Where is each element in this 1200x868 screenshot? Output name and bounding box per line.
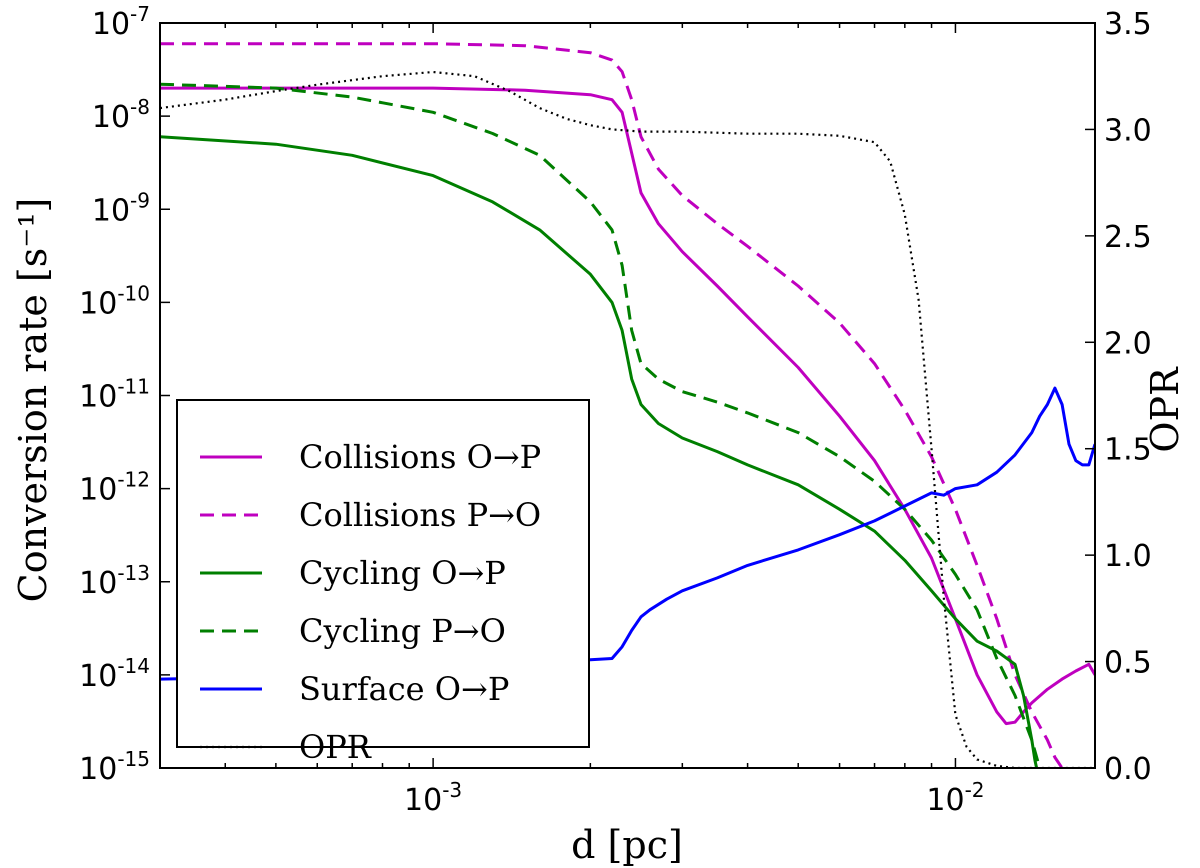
y2-tick-label: 3.0 [1104,113,1152,148]
y-axis-left: 10-7 10-8 10-9 10-10 10-11 10-12 10-13 10-14 10-… [79,2,170,787]
legend: Collisions O→P Collisions P→O Cycling O→P C… [176,399,590,766]
y2-tick-label: 1.5 [1104,433,1152,468]
y2-tick-label: 0.0 [1104,752,1152,787]
y-tick-label: 10-14 [79,654,150,694]
y-tick-label: 10-9 [92,188,150,228]
x-axis: 10-3 10-2 [159,23,985,818]
legend-label-0: Collisions O→P [299,438,541,476]
legend-label-2: Cycling O→P [299,554,506,592]
series-line-2 [160,135,1039,768]
y-tick-label: 10-13 [79,561,150,601]
series-line-5 [160,70,1095,768]
y-tick-label: 10-10 [79,281,150,321]
x-axis-label: d [pc] [571,823,683,867]
y-axis-right: 0.0 0.5 1.0 1.5 2.0 2.5 3.0 3.5 [1085,7,1152,787]
y-tick-label: 10-11 [79,375,150,415]
legend-label-1: Collisions P→O [299,496,541,534]
x-tick-label: 10-2 [926,778,984,818]
y2-tick-label: 3.5 [1104,7,1152,42]
legend-label-5: OPR [299,728,372,766]
y2-tick-label: 2.5 [1104,220,1152,255]
y2-tick-label: 2.0 [1104,326,1152,361]
y2-tick-label: 1.0 [1104,539,1152,574]
x-tick-label: 10-3 [404,778,462,818]
y-tick-label: 10-15 [79,747,150,787]
series-line-1 [160,42,1064,768]
x-axis-label-text: d [pc] [571,823,683,867]
series-line-0 [160,86,1095,726]
legend-label-3: Cycling P→O [299,612,506,650]
y-tick-label: 10-7 [92,2,150,42]
y2-axis-label: OPR [1143,366,1187,453]
y2-tick-label: 0.5 [1104,646,1152,681]
y-tick-label: 10-12 [79,468,150,508]
y-axis-label: Conversion rate [s⁻¹] [11,198,55,603]
y-tick-label: 10-8 [92,95,150,135]
legend-label-4: Surface O→P [299,670,509,708]
